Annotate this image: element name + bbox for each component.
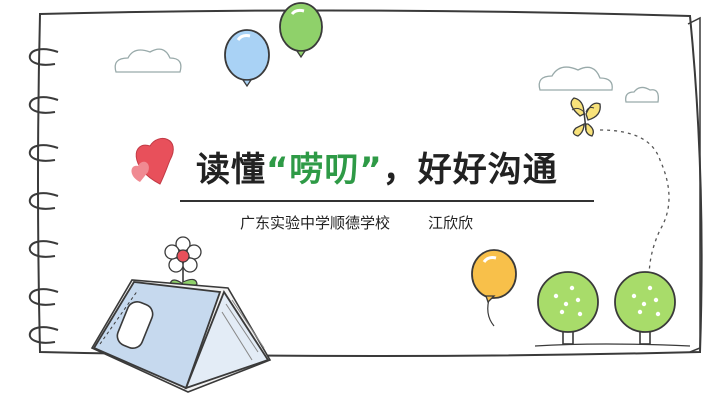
title-quoted-word: “唠叨” (266, 150, 383, 190)
title-part-1: 读懂 (196, 150, 266, 190)
cloud-icon (538, 66, 659, 103)
title-part-2: ，好好沟通 (382, 150, 558, 190)
tree-icon (537, 271, 599, 345)
cloud-icon (114, 48, 182, 73)
balloon-icon (224, 29, 270, 88)
page-fold-shadow (687, 16, 701, 353)
notebook-page (37, 9, 703, 357)
spiral-binding (28, 48, 59, 344)
school-name: 广东实验中学顺德学校 (240, 214, 391, 232)
tree-icon (614, 271, 676, 345)
heart-icon (131, 138, 174, 185)
butterfly-icon (570, 97, 601, 137)
subtitle: 广东实验中学顺德学校 江欣欣 (240, 212, 600, 234)
title-underline (180, 200, 594, 202)
balloon-icon (279, 2, 323, 59)
balloon-icon (471, 249, 517, 327)
ground-line (534, 343, 691, 347)
book-icon (90, 279, 272, 393)
author-name: 江欣欣 (428, 214, 474, 232)
butterfly-trail (599, 129, 670, 291)
page-title: 读懂“唠叨”，好好沟通 (196, 147, 616, 193)
